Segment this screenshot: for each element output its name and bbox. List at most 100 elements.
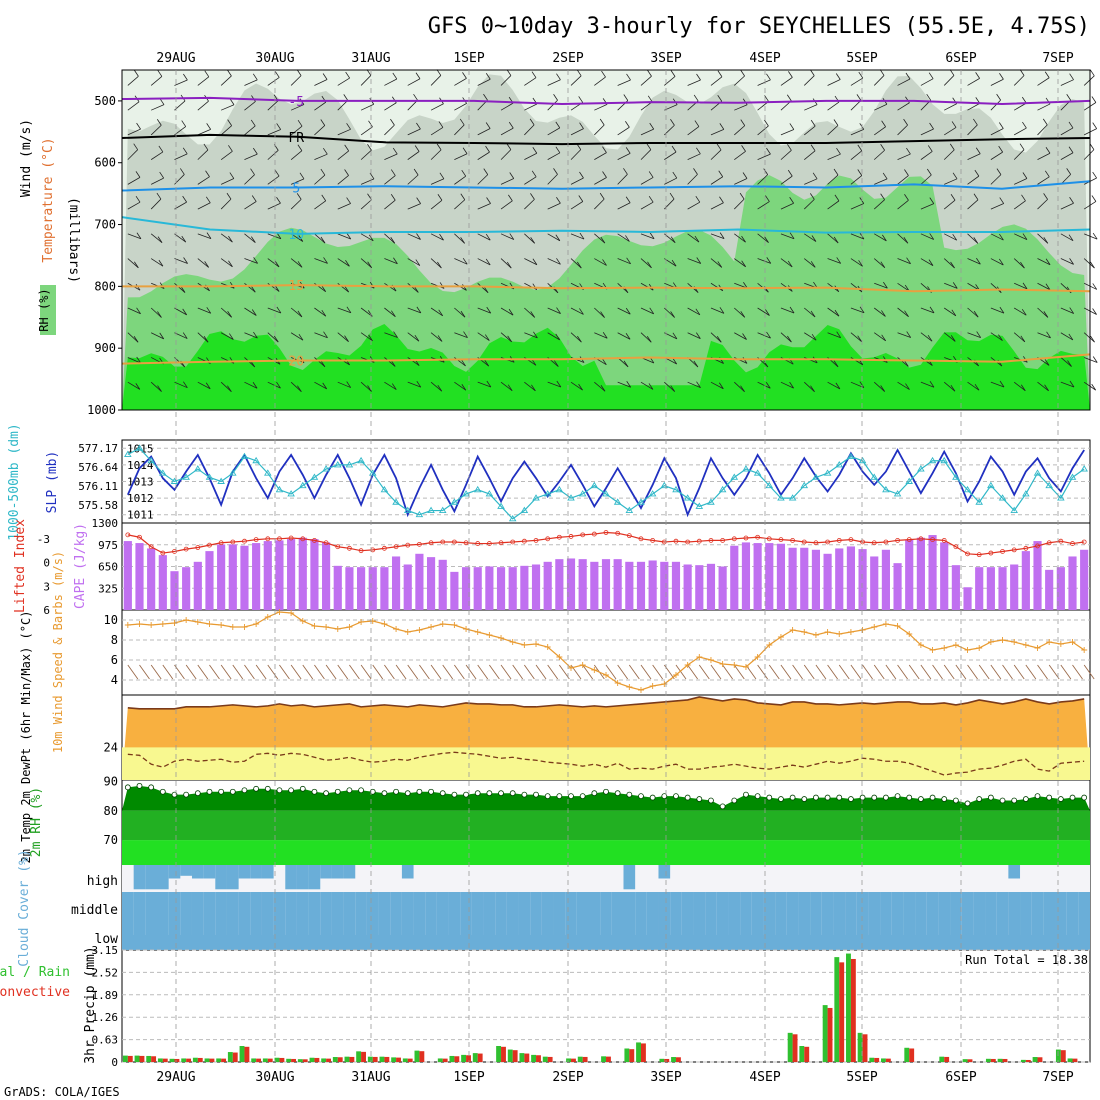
- wind-barb: [1060, 381, 1075, 388]
- wind-barb: [197, 129, 211, 136]
- wind-barb: [407, 128, 421, 136]
- isotherm-label: 15: [288, 279, 304, 294]
- precip-tick-label: 0: [111, 1056, 118, 1069]
- wind-barb: [594, 104, 608, 111]
- precip-total-bar: [496, 1046, 502, 1062]
- wind-barb-flag: [276, 306, 282, 314]
- wind-barb-flag: [297, 144, 303, 151]
- wind-barb: [1083, 258, 1095, 269]
- wind-barb: [1060, 332, 1074, 341]
- wind-barb: [197, 258, 209, 268]
- wind-speed-marker: [789, 627, 796, 633]
- wind-barb: [314, 233, 326, 244]
- wind-barb-flag: [1022, 121, 1027, 129]
- wind-barb: [454, 307, 466, 318]
- wind-speed-marker: [964, 647, 971, 653]
- date-label-bottom: 1SEP: [453, 1070, 484, 1085]
- cloud-middle-bar: [961, 892, 974, 935]
- precip-total-bar: [122, 1055, 128, 1062]
- wind-barb: [594, 76, 606, 86]
- wind-barb-flag: [532, 258, 538, 265]
- wind-barb-flag: [506, 261, 512, 269]
- wind-barb: [524, 152, 538, 160]
- wind-barb: [967, 78, 980, 86]
- wind-barb-flag: [205, 196, 211, 204]
- wind-barb: [757, 381, 771, 389]
- wind-barb: [197, 233, 212, 239]
- wind-barb-flag: [672, 171, 678, 179]
- wind-barb: [990, 78, 1004, 86]
- cape-bar: [473, 567, 482, 610]
- wind-barb: [127, 332, 139, 343]
- wind-barb: [874, 126, 886, 136]
- surface-wind-barb: [314, 664, 325, 680]
- wind-barb: [967, 233, 979, 244]
- wind-barb: [640, 307, 654, 315]
- lifted-index-marker: [312, 538, 317, 543]
- surface-wind-barb: [220, 664, 232, 680]
- wind-barb-flag: [204, 70, 210, 78]
- thickness-marker: [263, 469, 272, 476]
- wind-barb-flag: [929, 122, 934, 130]
- cape-bar: [1021, 551, 1030, 610]
- wind-barb: [547, 233, 561, 242]
- wind-barb: [267, 100, 279, 111]
- wind-barb: [780, 77, 793, 86]
- cloud-level-high: high: [87, 874, 118, 889]
- precip-total-bar: [939, 1056, 945, 1062]
- rh-marker: [789, 794, 796, 801]
- rh-marker: [253, 785, 260, 792]
- wind-barb-flag: [976, 257, 981, 265]
- wind-barb: [430, 332, 443, 342]
- precip-convective-bar: [524, 1053, 530, 1062]
- wind-barb-flag: [1044, 384, 1049, 391]
- wind-barb-flag: [600, 311, 605, 318]
- wind-barb: [827, 153, 841, 161]
- wind-barb-flag: [648, 195, 654, 203]
- thickness-marker: [368, 469, 377, 476]
- wind-barb-flag: [1022, 282, 1028, 290]
- wind-barb: [757, 307, 770, 316]
- thickness-marker: [485, 490, 494, 497]
- wind-speed-marker: [649, 683, 656, 689]
- wind-speed-marker: [637, 687, 644, 693]
- surface-wind-barb: [419, 664, 430, 680]
- thickness-marker: [975, 498, 983, 505]
- wind-barb-flag: [460, 237, 465, 244]
- lifted-index-marker: [242, 538, 247, 544]
- wind-barb: [873, 149, 885, 160]
- wind-barb: [944, 178, 958, 185]
- thickness-marker: [135, 444, 144, 451]
- precip-convective-bar: [839, 962, 845, 1062]
- wind-barb-flag: [602, 171, 607, 178]
- wind-barb: [570, 201, 584, 210]
- wind-barb-flag: [599, 192, 605, 200]
- wind-barb-flag: [696, 147, 701, 155]
- thickness-marker: [567, 494, 575, 501]
- surface-wind-barb: [442, 664, 454, 680]
- thickness-marker: [847, 452, 855, 460]
- wind-barb: [127, 357, 141, 364]
- wind-barb-flag: [928, 259, 934, 266]
- precip-total-bar: [834, 957, 840, 1062]
- precip-convective-bar: [326, 1058, 331, 1062]
- thickness-tick-label: 576.11: [78, 480, 118, 493]
- surface-wind-barb: [780, 664, 792, 680]
- wind-barb-flag: [928, 72, 934, 79]
- wind-speed-marker: [871, 624, 878, 630]
- cloud-middle-bar: [600, 892, 612, 935]
- cloud-high-bar: [285, 865, 297, 890]
- cloud-middle-bar: [903, 892, 916, 935]
- wind-barb: [594, 198, 605, 210]
- wind-barb-flag: [741, 260, 746, 267]
- wind-barb: [570, 258, 582, 269]
- precip-convective-bar: [1025, 1059, 1031, 1062]
- rh-area-90: [122, 323, 1090, 410]
- wind-barb-flag: [836, 257, 842, 264]
- wind-barb-flag: [786, 94, 792, 101]
- rh-marker: [801, 796, 808, 802]
- lifted-index-marker: [976, 552, 982, 558]
- wind-barb: [430, 149, 442, 160]
- cloud-middle-bar: [425, 892, 437, 935]
- wind-barb-flag: [903, 360, 909, 367]
